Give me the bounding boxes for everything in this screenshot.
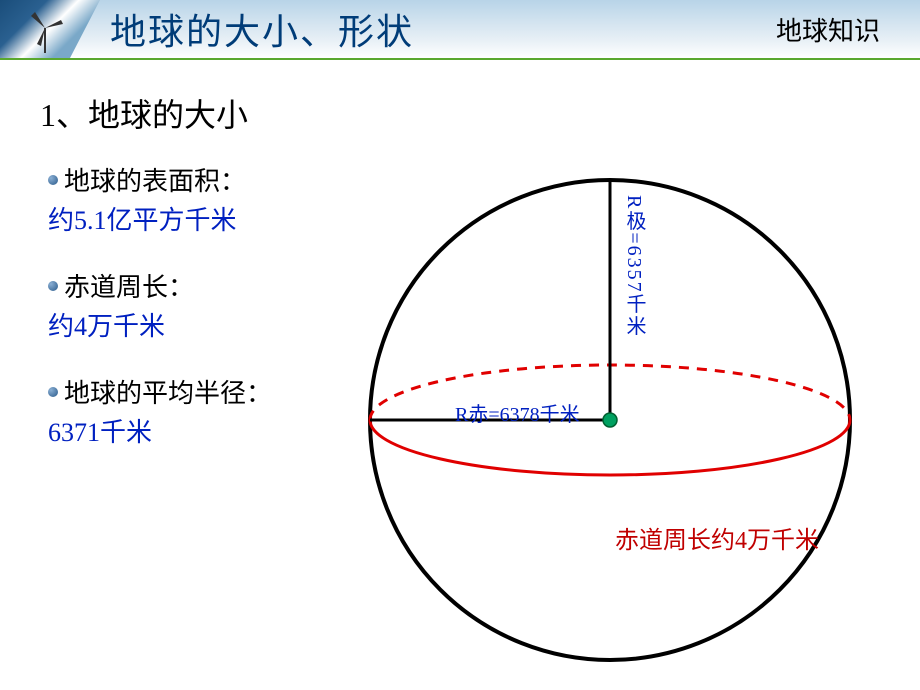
earth-diagram: R极=6357千米 R赤=6378千米 赤道周长约4万千米 (360, 170, 880, 690)
section-heading: 1、地球的大小 (40, 90, 880, 136)
bullet-label: 赤道周长： (64, 267, 194, 304)
bullet-label: 地球的表面积： (64, 161, 246, 198)
slide-header: 地球的大小、形状 地球知识 (0, 0, 920, 58)
center-dot-icon (603, 413, 617, 427)
bullet-dot-icon (48, 175, 58, 185)
circumference-label: 赤道周长约4万千米 (615, 520, 819, 555)
slide-topic: 地球知识 (776, 11, 920, 48)
slide-content: 1、地球的大小 地球的表面积： 约5.1亿平方千米 赤道周长： 约4万千米 地球… (0, 60, 920, 509)
windmill-icon (20, 8, 70, 53)
bullet-dot-icon (48, 387, 58, 397)
bullet-label: 地球的平均半径： (64, 373, 272, 410)
bullet-dot-icon (48, 281, 58, 291)
equatorial-radius-label: R赤=6378千米 (455, 398, 580, 427)
equator-front (370, 420, 850, 475)
polar-radius-label: R极=6357千米 (620, 195, 649, 338)
slide-title: 地球的大小、形状 (110, 3, 414, 55)
